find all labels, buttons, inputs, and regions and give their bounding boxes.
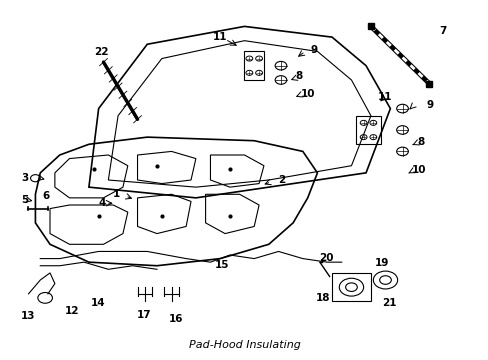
Text: 2: 2 — [278, 175, 285, 185]
Text: 18: 18 — [315, 293, 330, 303]
Text: 20: 20 — [318, 253, 333, 263]
Text: 1: 1 — [113, 189, 120, 199]
Text: 6: 6 — [42, 191, 50, 201]
Text: 3: 3 — [21, 173, 28, 183]
Text: 8: 8 — [295, 71, 302, 81]
Text: 12: 12 — [64, 306, 79, 316]
Text: 4: 4 — [99, 198, 106, 208]
Text: 9: 9 — [309, 45, 317, 55]
Text: 21: 21 — [381, 297, 396, 307]
Text: 13: 13 — [21, 311, 35, 321]
Text: 16: 16 — [169, 314, 183, 324]
Text: 10: 10 — [300, 89, 314, 99]
Text: 19: 19 — [374, 258, 388, 268]
Text: 22: 22 — [94, 47, 108, 57]
Text: 11: 11 — [212, 32, 227, 42]
Text: 7: 7 — [438, 26, 446, 36]
Text: Pad-Hood Insulating: Pad-Hood Insulating — [188, 340, 300, 350]
Text: 15: 15 — [214, 260, 228, 270]
Text: 8: 8 — [416, 138, 424, 148]
Text: 11: 11 — [377, 92, 392, 102]
Text: 5: 5 — [21, 195, 28, 204]
Text: 10: 10 — [411, 165, 426, 175]
Text: 17: 17 — [136, 310, 151, 320]
Text: 14: 14 — [90, 297, 105, 307]
Text: 9: 9 — [426, 100, 433, 110]
